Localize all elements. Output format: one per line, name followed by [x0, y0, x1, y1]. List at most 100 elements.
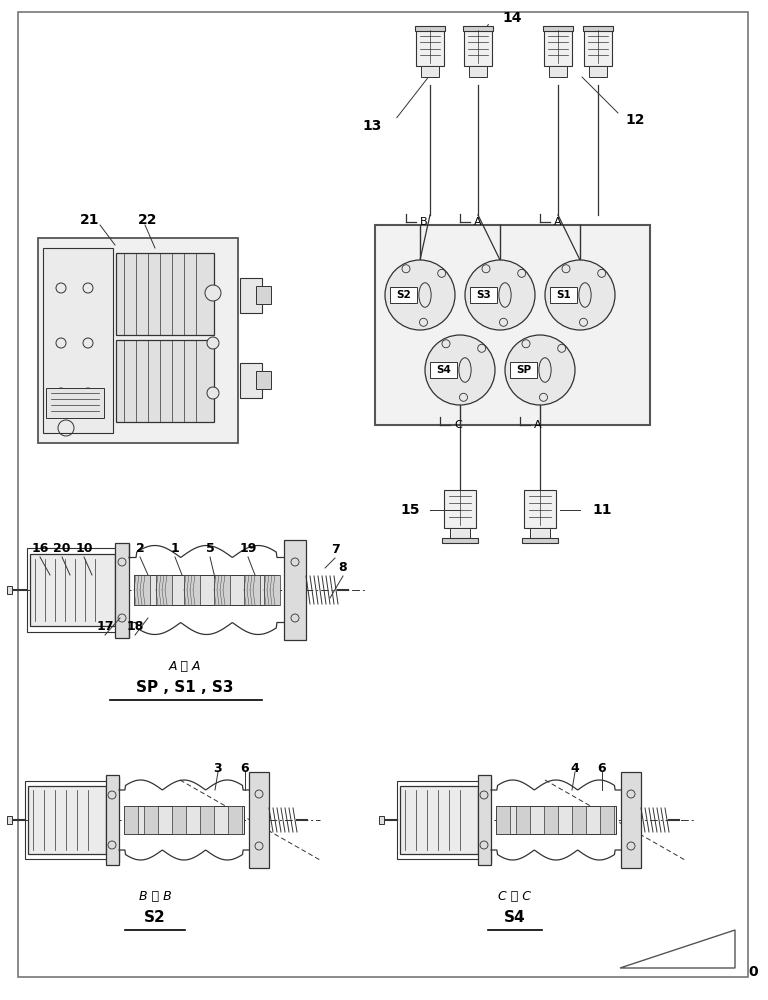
Text: 7: 7 [331, 543, 339, 556]
Circle shape [505, 335, 575, 405]
Circle shape [385, 260, 455, 330]
Text: SP , S1 , S3: SP , S1 , S3 [136, 680, 233, 695]
Text: 6: 6 [598, 762, 606, 774]
Text: SP: SP [516, 365, 531, 375]
Bar [28, 786, 106, 854]
Bar [510, 362, 537, 378]
Bar [543, 26, 574, 31]
Bar [172, 806, 186, 834]
Text: A: A [534, 420, 541, 430]
Circle shape [545, 260, 615, 330]
Text: S2: S2 [144, 910, 166, 925]
Text: 18: 18 [126, 620, 144, 633]
Bar [46, 388, 104, 418]
Text: 13: 13 [362, 119, 382, 133]
Bar [478, 775, 491, 865]
Bar [522, 538, 558, 543]
Bar [416, 30, 444, 66]
Bar [589, 66, 607, 77]
Bar [444, 490, 476, 528]
Bar [442, 538, 478, 543]
Bar [584, 30, 612, 66]
Text: 21: 21 [80, 213, 100, 227]
Bar [30, 554, 115, 626]
Bar [256, 286, 271, 304]
Text: C: C [454, 420, 462, 430]
Bar [27, 548, 118, 632]
Bar [397, 781, 481, 859]
Text: A: A [474, 217, 482, 227]
Text: 0: 0 [748, 965, 757, 979]
Text: S1: S1 [556, 290, 571, 300]
Text: S3: S3 [476, 290, 491, 300]
Bar [464, 30, 492, 66]
Bar [116, 340, 214, 422]
Bar [583, 26, 614, 31]
Text: 2: 2 [136, 542, 144, 555]
Text: 14: 14 [502, 11, 521, 25]
Bar [249, 772, 269, 868]
Bar [134, 575, 150, 605]
Circle shape [207, 387, 219, 399]
Text: 19: 19 [240, 542, 257, 555]
Bar [430, 362, 456, 378]
Text: 17: 17 [96, 620, 114, 633]
Bar [284, 540, 306, 640]
Bar [421, 66, 439, 77]
Bar [184, 575, 200, 605]
Text: 16: 16 [31, 542, 48, 555]
Bar [25, 781, 109, 859]
Bar [415, 26, 445, 31]
Bar [214, 575, 230, 605]
Bar [240, 363, 262, 398]
Bar [470, 287, 496, 303]
Text: 15: 15 [400, 503, 420, 517]
Bar [228, 806, 242, 834]
Bar [469, 66, 487, 77]
Bar [124, 806, 244, 834]
Text: 10: 10 [75, 542, 93, 555]
Text: B: B [420, 217, 428, 227]
Bar [244, 575, 260, 605]
Bar [256, 371, 271, 389]
Text: 11: 11 [592, 503, 611, 517]
Circle shape [205, 285, 221, 301]
Bar [156, 575, 172, 605]
Text: S4: S4 [504, 910, 526, 925]
Bar [524, 490, 556, 528]
Bar [390, 287, 416, 303]
Bar [572, 806, 586, 834]
Text: S2: S2 [396, 290, 411, 300]
Bar [264, 575, 280, 605]
Bar [240, 278, 262, 313]
Bar [400, 786, 478, 854]
Bar [462, 26, 493, 31]
Text: A ～ A: A ～ A [169, 660, 201, 673]
Text: 20: 20 [53, 542, 71, 555]
Bar [43, 248, 113, 433]
Text: 5: 5 [206, 542, 214, 555]
Bar [379, 816, 384, 824]
Bar [106, 775, 119, 865]
Bar [530, 528, 551, 539]
Circle shape [465, 260, 535, 330]
Circle shape [425, 335, 495, 405]
Bar [7, 816, 12, 824]
Bar [516, 806, 530, 834]
Text: 12: 12 [625, 113, 644, 127]
Text: 8: 8 [339, 561, 347, 574]
Text: B ～ B: B ～ B [139, 890, 171, 903]
Bar [134, 575, 279, 605]
Bar [124, 806, 138, 834]
Bar [544, 30, 572, 66]
Bar [38, 238, 238, 443]
Bar [144, 806, 158, 834]
Bar [496, 806, 510, 834]
Text: 3: 3 [214, 762, 222, 774]
Bar [200, 806, 214, 834]
Bar [449, 528, 470, 539]
Bar [115, 542, 129, 638]
Bar [116, 253, 214, 335]
Bar [600, 806, 614, 834]
Bar [549, 66, 567, 77]
